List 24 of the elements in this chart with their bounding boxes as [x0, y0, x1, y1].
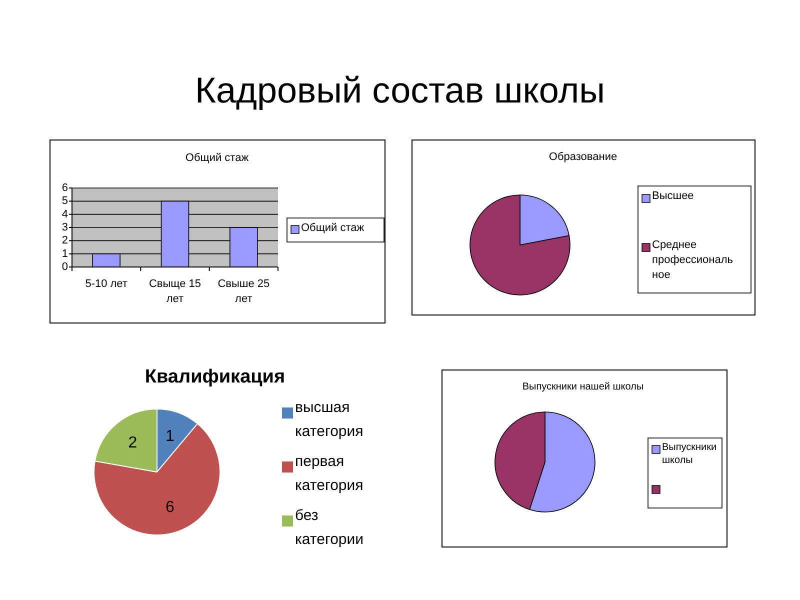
chart-title: Образование [548, 151, 618, 163]
data-label: 6 [165, 499, 174, 516]
y-tick-label: 1 [62, 248, 68, 260]
pie-slice [470, 194, 570, 296]
y-tick-label: 2 [62, 234, 68, 247]
legend-label: без категории [295, 507, 364, 548]
legend-label: Высшее [652, 190, 694, 202]
y-tick-label: 6 [62, 182, 68, 194]
legend-label: Среднее профессиональное [652, 239, 734, 282]
x-tick-label: 5-10 лет [85, 278, 128, 290]
data-label: 2 [128, 434, 138, 452]
legend-label: Общий стаж [301, 222, 365, 234]
chart-title: Квалификация [144, 366, 286, 388]
y-tick-label: 4 [62, 208, 68, 220]
y-tick-label: 3 [62, 222, 68, 234]
legend-label: Выпускники школы [662, 442, 717, 466]
chart-title: Выпускники нашей школы [522, 382, 644, 392]
y-tick-label: 0 [62, 261, 68, 273]
chart-title: Общий стаж [185, 152, 250, 164]
x-tick-label: Свыше 25 лет [218, 278, 270, 305]
data-label: 1 [165, 428, 174, 445]
text: Кадровый состав школы [195, 70, 605, 110]
x-tick-label: Свыще 15 лет [148, 278, 202, 305]
y-tick-label: 5 [62, 195, 68, 208]
